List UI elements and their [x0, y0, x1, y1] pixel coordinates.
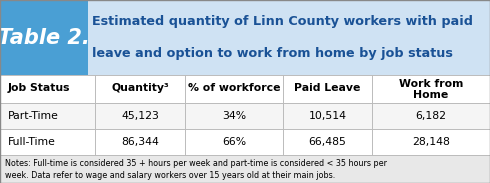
- Text: 66,485: 66,485: [309, 137, 346, 147]
- Text: 66%: 66%: [222, 137, 246, 147]
- Bar: [88, 0, 490, 75]
- Bar: [0, 0, 88, 75]
- Text: 45,123: 45,123: [121, 111, 159, 121]
- Text: leave and option to work from home by job status: leave and option to work from home by jo…: [92, 48, 453, 61]
- Bar: [0, 129, 490, 155]
- Text: Quantity³: Quantity³: [111, 83, 169, 93]
- Text: 10,514: 10,514: [309, 111, 346, 121]
- Text: 86,344: 86,344: [121, 137, 159, 147]
- Text: 28,148: 28,148: [412, 137, 450, 147]
- Text: Paid Leave: Paid Leave: [294, 83, 361, 93]
- Text: Part-Time: Part-Time: [8, 111, 59, 121]
- Bar: [0, 155, 490, 183]
- Bar: [0, 75, 490, 103]
- Text: Full-Time: Full-Time: [8, 137, 56, 147]
- Text: % of workforce: % of workforce: [188, 83, 280, 93]
- Text: Estimated quantity of Linn County workers with paid: Estimated quantity of Linn County worker…: [92, 14, 473, 27]
- Text: Table 2.: Table 2.: [0, 27, 90, 48]
- Text: 34%: 34%: [222, 111, 246, 121]
- Text: Job Status: Job Status: [8, 83, 71, 93]
- Bar: [0, 103, 490, 129]
- Text: 6,182: 6,182: [416, 111, 446, 121]
- Text: Work from: Work from: [399, 79, 463, 89]
- Text: Home: Home: [414, 90, 449, 100]
- Text: Notes: Full-time is considered 35 + hours per week and part-time is considered <: Notes: Full-time is considered 35 + hour…: [5, 159, 387, 183]
